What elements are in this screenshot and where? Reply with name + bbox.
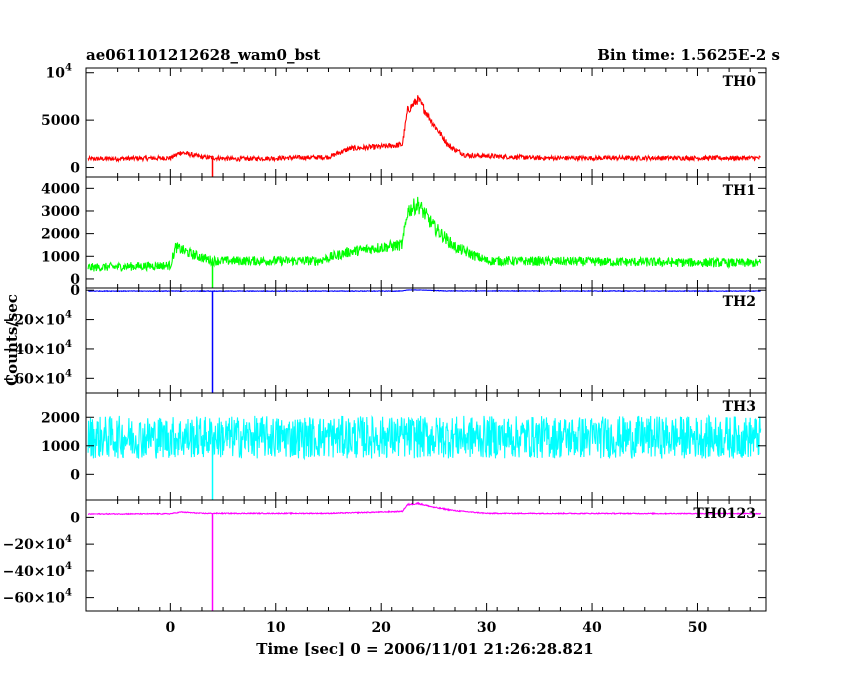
y-tick-label: −40×104: [3, 561, 72, 580]
y-tick-label: −20×104: [3, 310, 72, 329]
y-tick-label: −60×104: [3, 368, 72, 387]
y-tick-label: −40×104: [3, 339, 72, 358]
x-tick-label: 0: [165, 620, 175, 636]
panel-label: TH1: [723, 183, 756, 199]
panel-th3: 0 1000 2000 TH3: [41, 392, 767, 501]
series-line-th0: [87, 95, 761, 163]
panel-th2: 0 −20×104 −40×104 −60×104 TH2: [3, 283, 767, 394]
x-tick-label: 40: [582, 620, 602, 636]
y-tick-exponent: 4: [65, 339, 72, 350]
panels: 0 5000 104 TH0 0 1000 2000 3000 4000 TH1 0 −20×104 −…: [3, 63, 767, 612]
panel-frame: [85, 67, 767, 178]
panel-frame: [85, 287, 767, 394]
y-tick-exponent: 4: [65, 534, 72, 545]
y-tick-label: 104: [46, 63, 72, 82]
y-tick-label: 0: [70, 272, 80, 288]
y-tick-label: 4000: [41, 181, 80, 197]
panel-th0123: 0 −20×104 −40×104 −60×104 TH0123: [3, 499, 767, 612]
y-tick-label: −20×104: [3, 534, 72, 553]
series-line-th2: [88, 289, 761, 293]
y-tick-label: 2000: [41, 410, 80, 426]
y-tick-label: 0: [70, 467, 80, 483]
bin-time-label: Bin time: 1.5625E-2 s: [597, 46, 780, 64]
y-tick-label: 0: [70, 510, 80, 526]
y-tick-label: 5000: [41, 113, 80, 129]
y-tick-label: 1000: [41, 439, 80, 455]
y-tick-label: 0: [70, 161, 80, 177]
panel-label: TH0: [723, 74, 757, 90]
y-tick-label: 1000: [41, 249, 80, 265]
series-line-th0123: [87, 501, 762, 516]
series-line-th1: [87, 196, 762, 273]
x-axis: 0 10 20 30 40 50: [165, 620, 707, 636]
y-tick-exponent: 4: [65, 63, 72, 74]
y-tick-exponent: 4: [65, 368, 72, 379]
y-tick-exponent: 4: [65, 310, 72, 321]
panel-th1: 0 1000 2000 3000 4000 TH1: [41, 176, 767, 289]
panel-frame: [85, 499, 767, 612]
x-tick-label: 30: [477, 620, 497, 636]
panel-frame: [85, 176, 767, 289]
panel-label: TH0123: [693, 506, 756, 522]
y-tick-label: 2000: [41, 227, 80, 243]
y-axis-label: Counts/sec: [3, 294, 21, 386]
series-line-th3: [87, 414, 762, 461]
x-tick-label: 20: [371, 620, 391, 636]
x-axis-label: Time [sec] 0 = 2006/11/01 21:26:28.821: [256, 640, 593, 658]
chart-title: ae061101212628_wam0_bst: [86, 46, 320, 64]
y-tick-label: 3000: [41, 204, 80, 220]
y-tick-exponent: 4: [65, 561, 72, 572]
y-tick-label: 0: [70, 283, 80, 299]
panel-label: TH3: [723, 399, 756, 415]
y-tick-exponent: 4: [65, 588, 72, 599]
panel-label: TH2: [723, 294, 756, 310]
x-tick-label: 10: [266, 620, 286, 636]
x-tick-label: 50: [688, 620, 708, 636]
y-tick-label: −60×104: [3, 588, 72, 607]
panel-th0: 0 5000 104 TH0: [41, 63, 767, 178]
